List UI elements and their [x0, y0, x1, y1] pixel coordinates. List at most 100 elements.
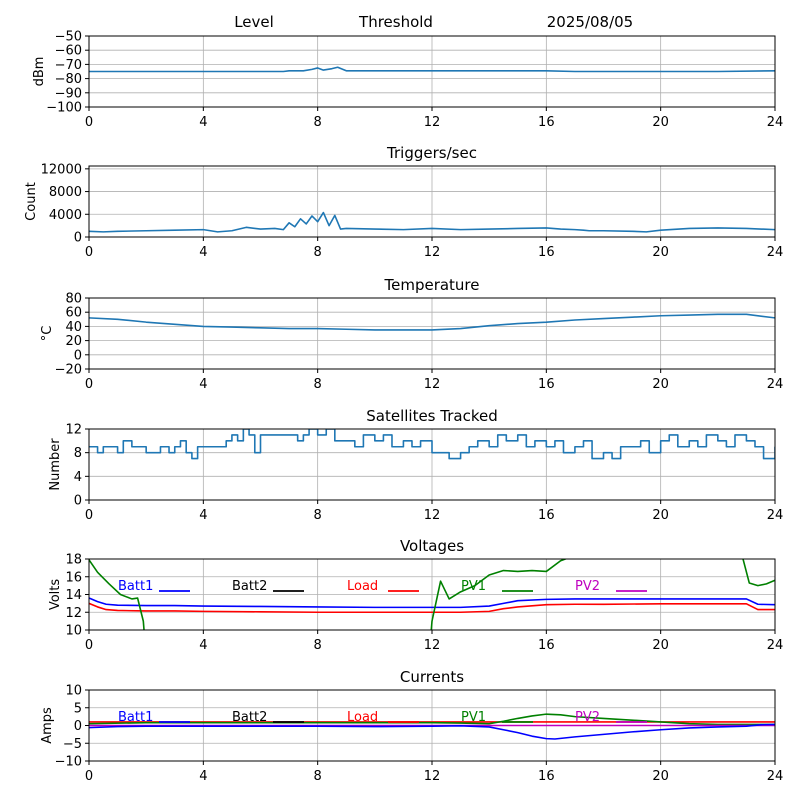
legend-label: PV2 — [575, 710, 600, 725]
y-tick-label: 8000 — [49, 185, 82, 200]
legend-label: Batt2 — [232, 579, 267, 594]
y-tick-label: 5 — [74, 701, 82, 716]
legend-entry-load: Load — [347, 579, 419, 594]
y-tick-label: 60 — [65, 306, 82, 321]
x-tick-label: 16 — [538, 377, 555, 392]
chart-title: Currents — [400, 668, 464, 686]
panel-voltages: 0 4 8 12 16 20 24 10 12 14 16 18 Voltages Volts Batt1 B… — [48, 537, 783, 653]
y-tick-label: −90 — [55, 86, 82, 101]
header-threshold: Threshold — [358, 13, 433, 31]
y-tick-label: −60 — [55, 44, 82, 59]
legend-label: Batt2 — [232, 710, 267, 725]
x-tick-label: 24 — [767, 638, 784, 653]
x-tick-label: 0 — [85, 377, 93, 392]
x-tick-label: 24 — [767, 115, 784, 130]
legend-label: Batt1 — [118, 710, 153, 725]
legend-entry-pv1: PV1 — [461, 710, 533, 725]
y-tick-label: 20 — [65, 334, 82, 349]
legend-label: Batt1 — [118, 579, 153, 594]
x-tick-label: 4 — [199, 638, 207, 653]
legend-entry-batt1: Batt1 — [118, 710, 190, 725]
header: Level Threshold 2025/08/05 — [234, 13, 633, 31]
y-tick-label: −100 — [46, 101, 82, 116]
chart-title: Temperature — [383, 276, 479, 294]
y-tick-label: 0 — [74, 231, 82, 246]
y-tick-label: −5 — [63, 737, 82, 752]
y-tick-label: 4000 — [49, 208, 82, 223]
series-line-pv1-2 — [89, 559, 145, 630]
x-tick-label: 4 — [199, 245, 207, 260]
y-tick-label: 10 — [65, 624, 82, 639]
series-line-level-0 — [89, 66, 775, 73]
panel-satellites: 0 4 8 12 16 20 24 0 4 8 12 Satellites Tracked Number — [48, 407, 783, 523]
series-line-pv1-3 — [430, 559, 568, 630]
y-tick-label: −10 — [55, 755, 82, 770]
y-tick-label: −50 — [55, 30, 82, 45]
legend-entry-pv1: PV1 — [461, 579, 533, 594]
x-tick-label: 24 — [767, 377, 784, 392]
y-tick-label: 12 — [65, 423, 82, 438]
x-tick-label: 16 — [538, 638, 555, 653]
x-tick-label: 0 — [85, 638, 93, 653]
y-axis-label: dBm — [32, 57, 47, 87]
y-tick-label: −70 — [55, 58, 82, 73]
legend-label: PV1 — [461, 710, 486, 725]
chart-title: Triggers/sec — [386, 144, 477, 162]
chart-title: Voltages — [400, 537, 464, 555]
y-tick-label: 12 — [65, 606, 82, 621]
series-line-temperature-0 — [89, 313, 775, 331]
y-tick-label: 18 — [65, 553, 82, 568]
x-tick-label: 8 — [314, 769, 322, 784]
x-tick-label: 4 — [199, 769, 207, 784]
x-tick-label: 16 — [538, 245, 555, 260]
y-tick-label: 8 — [74, 446, 82, 461]
x-tick-label: 20 — [652, 377, 669, 392]
x-tick-label: 0 — [85, 769, 93, 784]
panel-level: 0 4 8 12 16 20 24 −100−90−80−70−60−50 dBm — [32, 30, 783, 131]
y-tick-label: 0 — [74, 494, 82, 509]
x-tick-label: 8 — [314, 115, 322, 130]
y-tick-label: 16 — [65, 570, 82, 585]
legend-entry-pv2: PV2 — [575, 710, 647, 725]
panel-currents: 0 4 8 12 16 20 24 −10 −5 0 5 10 Currents Amps Batt1 Bat… — [40, 668, 783, 784]
series-line-batt1-0 — [89, 597, 775, 609]
x-tick-label: 20 — [652, 638, 669, 653]
x-tick-label: 20 — [652, 245, 669, 260]
legend-label: Load — [347, 579, 378, 594]
x-tick-label: 4 — [199, 377, 207, 392]
legend-entry-pv2: PV2 — [575, 579, 647, 594]
y-tick-label: −80 — [55, 72, 82, 87]
y-tick-label: −20 — [55, 363, 82, 378]
series-line-batt1-3 — [89, 723, 775, 740]
x-tick-label: 4 — [199, 115, 207, 130]
header-date: 2025/08/05 — [547, 13, 633, 31]
panel-triggers: 0 4 8 12 16 20 24 0 4000 8000 12000 Triggers/sec Cou… — [24, 144, 783, 260]
x-tick-label: 0 — [85, 508, 93, 523]
y-tick-label: 80 — [65, 292, 82, 307]
legend-label: PV1 — [461, 579, 486, 594]
legend-label: Load — [347, 710, 378, 725]
x-tick-label: 12 — [424, 245, 441, 260]
x-tick-label: 12 — [424, 115, 441, 130]
x-tick-label: 8 — [314, 508, 322, 523]
legend-entry-batt2: Batt2 — [232, 579, 304, 594]
x-tick-label: 8 — [314, 638, 322, 653]
y-tick-label: 10 — [65, 684, 82, 699]
x-tick-label: 0 — [85, 115, 93, 130]
x-tick-label: 0 — [85, 245, 93, 260]
x-tick-label: 4 — [199, 508, 207, 523]
x-tick-label: 16 — [538, 115, 555, 130]
x-tick-label: 16 — [538, 769, 555, 784]
y-tick-label: 12000 — [41, 162, 82, 177]
y-tick-label: 14 — [65, 588, 82, 603]
y-tick-label: 40 — [65, 320, 82, 335]
x-tick-label: 12 — [424, 769, 441, 784]
x-tick-label: 24 — [767, 245, 784, 260]
legend-entry-batt1: Batt1 — [118, 579, 190, 594]
y-tick-label: 0 — [74, 348, 82, 363]
y-axis-label: Count — [24, 182, 39, 221]
x-tick-label: 12 — [424, 377, 441, 392]
header-level: Level — [234, 13, 274, 31]
y-tick-label: 4 — [74, 470, 82, 485]
x-tick-label: 8 — [314, 377, 322, 392]
